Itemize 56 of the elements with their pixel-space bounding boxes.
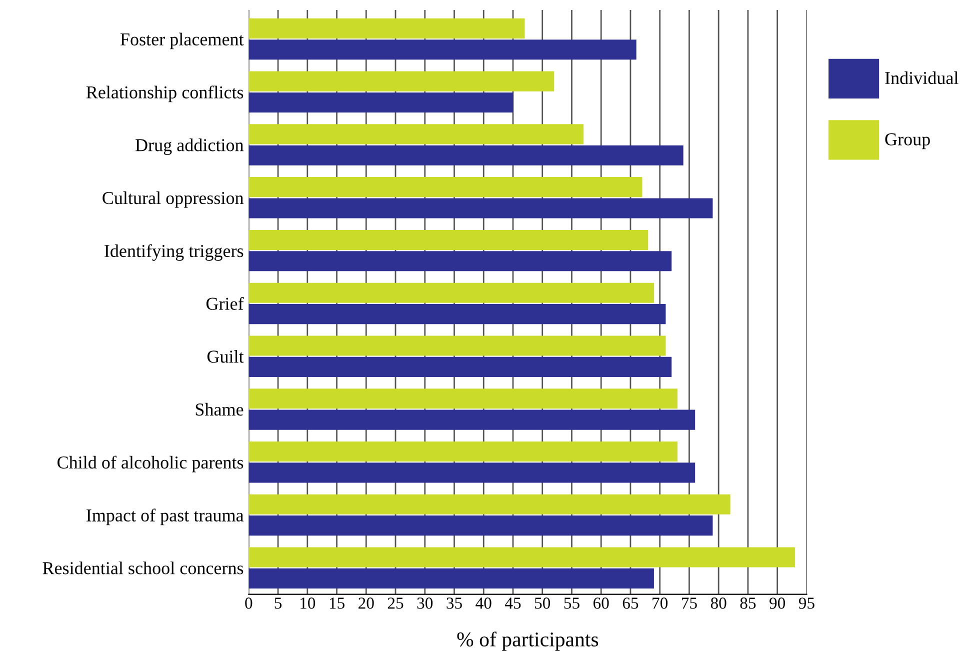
bar xyxy=(248,71,554,92)
x-tick-label: 85 xyxy=(740,598,756,609)
y-tick-label: Foster placement xyxy=(120,32,244,50)
bar xyxy=(248,336,666,356)
bar xyxy=(248,92,513,113)
legend-label: Individual xyxy=(885,71,958,84)
y-tick-label: Guilt xyxy=(207,350,244,363)
bar xyxy=(248,282,654,303)
x-tick-label: 10 xyxy=(300,598,316,609)
bar xyxy=(248,145,684,166)
x-tick-label: 80 xyxy=(710,598,726,609)
bar xyxy=(248,462,696,483)
y-tick-label: Identifying triggers xyxy=(104,244,244,261)
bar xyxy=(248,124,584,144)
x-axis-title: % of participants xyxy=(457,632,598,651)
x-tick-label: 65 xyxy=(622,598,638,609)
bar xyxy=(248,230,648,250)
y-tick-label: Residential school concerns xyxy=(42,562,244,574)
x-tick-label: 20 xyxy=(358,598,374,609)
bar xyxy=(248,304,666,324)
bar xyxy=(248,494,730,514)
y-tick-label: Shame xyxy=(196,402,244,416)
legend-label: Group xyxy=(885,133,930,150)
x-tick-label: 0 xyxy=(245,598,252,609)
y-tick-label: Cultural oppression xyxy=(102,191,244,208)
x-tick-label: 35 xyxy=(446,598,462,609)
bar xyxy=(248,568,654,588)
bar xyxy=(248,356,672,377)
y-tick-label: Drug addiction xyxy=(136,138,244,155)
y-tick-label: Child of alcoholic parents xyxy=(58,456,244,472)
bar xyxy=(248,177,642,198)
x-tick-label: 45 xyxy=(504,598,521,609)
x-tick-label: 5 xyxy=(274,598,282,609)
x-tick-label: 75 xyxy=(682,598,697,609)
y-tick-label: Impact of past trauma xyxy=(86,508,244,526)
y-tick-label: Relationship conflicts xyxy=(86,86,244,102)
x-tick-label: 90 xyxy=(770,598,786,609)
y-tick-label: Grief xyxy=(206,296,244,310)
x-tick-label: 40 xyxy=(476,598,492,609)
bar xyxy=(248,410,696,430)
bar xyxy=(248,515,713,536)
x-tick-label: 50 xyxy=(535,598,550,609)
bar xyxy=(248,441,678,462)
x-tick-label: 15 xyxy=(330,598,344,609)
bar xyxy=(248,198,713,218)
x-tick-label: 70 xyxy=(652,598,668,609)
bar xyxy=(248,388,678,409)
x-tick-label: 60 xyxy=(593,598,609,609)
x-tick-label: 95 xyxy=(798,598,814,609)
x-tick-label: 25 xyxy=(388,598,404,609)
bar xyxy=(248,18,525,39)
bar xyxy=(248,40,636,60)
x-tick-label: 30 xyxy=(417,598,433,609)
bar xyxy=(248,547,795,568)
bar xyxy=(248,251,672,272)
x-tick-label: 55 xyxy=(564,598,580,609)
